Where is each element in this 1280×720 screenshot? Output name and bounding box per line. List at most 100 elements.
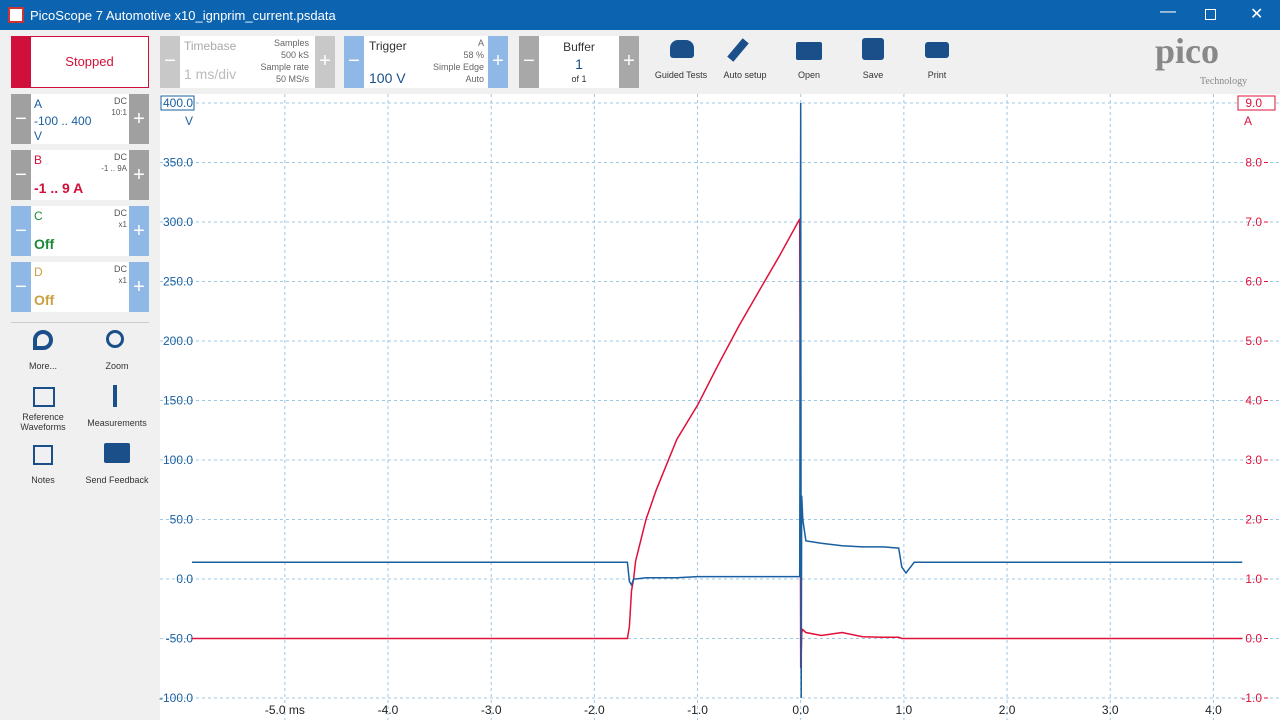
plot-background (160, 94, 1280, 720)
channel-name: A (34, 97, 43, 111)
channel-minus[interactable]: − (11, 94, 31, 144)
channel-card[interactable]: − + A -100 .. 400 V DC 10:1 (11, 94, 149, 144)
channel-probe: x1 (118, 220, 127, 229)
tool[interactable]: More... (28, 361, 57, 371)
y-tick-label: 200.0 (163, 334, 193, 348)
trigger-group: − + Trigger 100 V A 58 % Simple Edge Aut… (344, 36, 508, 88)
channel-plus[interactable]: + (129, 262, 149, 312)
x-tick-label: 1.0 (896, 703, 913, 717)
timebase-label: Timebase (184, 39, 237, 53)
channel-card[interactable]: − + D Off DC x1 (11, 262, 149, 312)
open-icon (796, 42, 822, 60)
y2-tick-label: 6.0 (1245, 275, 1262, 289)
trigger-level[interactable]: 100 V (369, 70, 406, 86)
tool[interactable]: Zoom (105, 361, 129, 371)
guided-icon (670, 40, 694, 58)
trigger-plus[interactable]: + (488, 36, 508, 88)
rate: 50 MS/s (275, 74, 309, 84)
channel-name: C (34, 209, 43, 223)
x-tick-label: -4.0 (378, 703, 399, 717)
y-tick-label: 300.0 (163, 215, 193, 229)
divider (11, 322, 149, 323)
buffer-minus[interactable]: − (519, 36, 539, 88)
channel-range: -1 .. 9 A (34, 180, 84, 196)
x-tick-label: 0.0 (792, 703, 809, 717)
channel-name: D (34, 265, 43, 279)
trigger-mode: Auto (465, 74, 484, 84)
close[interactable]: ✕ (1250, 6, 1264, 23)
y-tick-label: 350.0 (163, 156, 193, 170)
logo-sub: Technology (1200, 76, 1248, 87)
minimize[interactable]: — (1160, 3, 1176, 20)
feedback-icon (104, 443, 130, 463)
channel-range: Off (34, 236, 55, 252)
action[interactable]: Print (927, 70, 947, 80)
buffer-count: of 1 (571, 74, 587, 84)
timebase-group: − + Timebase 1 ms/div Samples 500 kS Sam… (160, 36, 335, 88)
timebase-value[interactable]: 1 ms/div (184, 66, 237, 82)
y2-unit: A (1244, 114, 1252, 128)
rate-label: Sample rate (260, 62, 309, 72)
y-tick-label: 0.0 (176, 572, 193, 586)
y2-tick-label: 5.0 (1245, 334, 1262, 348)
y2-tick-label: 1.0 (1245, 572, 1262, 586)
channel-range: -100 .. 400 (34, 114, 92, 128)
run-button[interactable]: Stopped (11, 36, 149, 88)
tool[interactable]: Notes (31, 475, 55, 485)
channel-plus[interactable]: + (129, 150, 149, 200)
trigger-channel: A (477, 38, 484, 48)
x-tick-label: 3.0 (1102, 703, 1119, 717)
y2-tick-label: 9.0 (1245, 96, 1262, 110)
channel-coupling: DC (114, 208, 127, 218)
channel-plus[interactable]: + (129, 206, 149, 256)
timebase-plus[interactable]: + (315, 36, 335, 88)
x-tick-label: 4.0 (1205, 703, 1222, 717)
y-tick-label: 150.0 (163, 394, 193, 408)
y2-tick-label: 0.0 (1245, 632, 1262, 646)
y2-tick-label: 7.0 (1245, 215, 1262, 229)
title-bar: PicoScope 7 Automotive x10_ignprim_curre… (0, 0, 1280, 30)
channel-minus[interactable]: − (11, 150, 31, 200)
channel-coupling: DC (114, 96, 127, 106)
tools: More... Zoom Reference Waveforms Measure… (8, 330, 158, 490)
x-tick-label: -5.0 ms (265, 703, 305, 717)
channel-minus[interactable]: − (11, 262, 31, 312)
tool[interactable]: Measurements (87, 418, 147, 428)
action[interactable]: Save (862, 70, 884, 80)
timebase-minus[interactable]: − (160, 36, 180, 88)
x-tick-label: -1.0 (687, 703, 708, 717)
action[interactable]: Open (797, 70, 821, 80)
maximize[interactable] (1205, 9, 1216, 20)
action[interactable]: Guided Tests (654, 70, 708, 80)
trigger-kind: Simple Edge (432, 62, 484, 72)
y2-tick-label: 4.0 (1245, 394, 1262, 408)
y2-tick-label: 8.0 (1245, 156, 1262, 170)
reference-icon (33, 387, 55, 407)
channel-probe: x1 (118, 276, 127, 285)
print-icon (925, 42, 949, 58)
channel-card[interactable]: − + C Off DC x1 (11, 206, 149, 256)
channel-probe: -1 .. 9A (101, 164, 127, 173)
y-tick-label: 250.0 (163, 275, 193, 289)
trigger-minus[interactable]: − (344, 36, 364, 88)
tool[interactable]: Reference Waveforms (20, 412, 66, 432)
range-box (1237, 95, 1276, 111)
more-icon (33, 330, 53, 350)
y-tick-label: 50.0 (170, 513, 194, 527)
zoom-icon (106, 330, 124, 348)
tool[interactable]: Send Feedback (85, 475, 149, 485)
action[interactable]: Auto setup (723, 70, 767, 80)
channel-range: Off (34, 292, 55, 308)
channel-plus[interactable]: + (129, 94, 149, 144)
window-title: PicoScope 7 Automotive x10_ignprim_curre… (30, 8, 336, 23)
channel-card[interactable]: − + B -1 .. 9 A DC -1 .. 9A (11, 150, 149, 200)
buffer-label: Buffer (563, 40, 595, 54)
y2-tick-label: -1.0 (1241, 691, 1262, 705)
channel-minus[interactable]: − (11, 206, 31, 256)
notes-icon (33, 445, 53, 465)
y-tick-label: 100.0 (163, 453, 193, 467)
buffer-plus[interactable]: + (619, 36, 639, 88)
logo: pico (1155, 31, 1220, 71)
save-icon (862, 38, 884, 60)
